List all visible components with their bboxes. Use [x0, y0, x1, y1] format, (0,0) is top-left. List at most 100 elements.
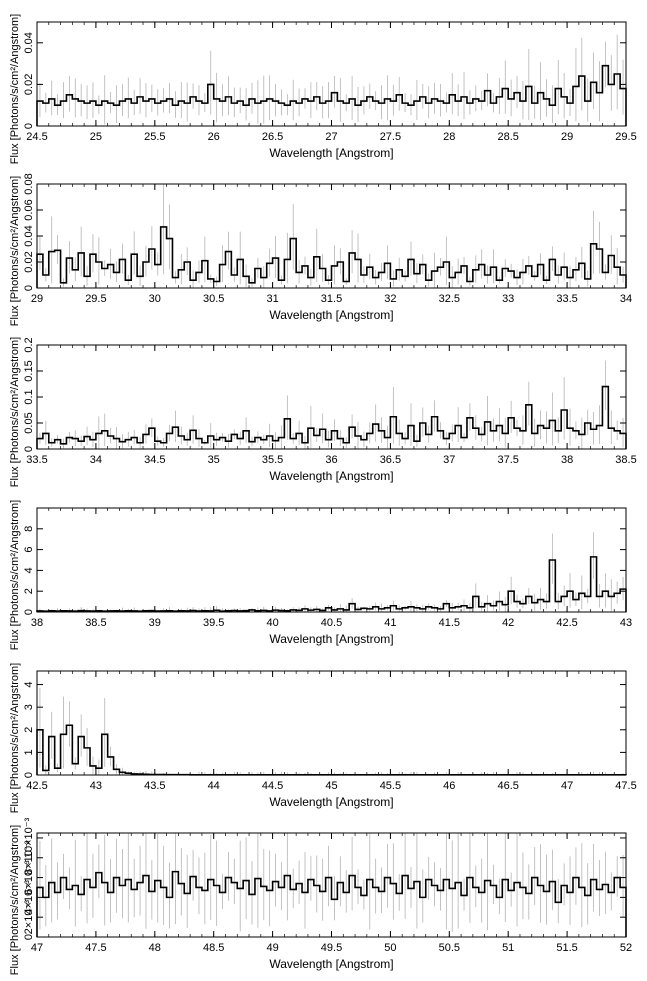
- x-tick-label: 41.5: [439, 617, 460, 629]
- x-axis-label: Wavelength [Angstrom]: [269, 469, 393, 483]
- y-tick-label: 8: [23, 526, 35, 532]
- x-tick-label: 47.5: [615, 780, 636, 792]
- x-tick-label: 52: [620, 942, 632, 954]
- y-axis-label: Flux [Photons/s/cm²/Angstrom]: [9, 500, 21, 650]
- plot-frame: [36, 507, 627, 613]
- y-tick-label: 6×10⁻³: [23, 860, 35, 895]
- x-tick-label: 34: [90, 454, 102, 466]
- x-tick-label: 46: [443, 780, 455, 792]
- bins: [37, 725, 626, 775]
- x-tick-label: 47: [31, 942, 43, 954]
- flux-histogram: [36, 385, 627, 449]
- x-tick-label: 47.5: [85, 942, 106, 954]
- x-tick-label: 49.5: [321, 942, 342, 954]
- y-axis-label: Flux [Photons/s/cm²/Angstrom]: [9, 663, 21, 813]
- plot-frame: [36, 21, 627, 127]
- y-tick-label: 4: [23, 567, 35, 573]
- y-tick-label: 0: [23, 609, 35, 615]
- x-tick-label: 43.5: [144, 780, 165, 792]
- flux-histogram: [36, 556, 627, 612]
- y-axis-label: Flux [Photons/s/cm²/Angstrom]: [9, 825, 21, 975]
- bins: [37, 557, 626, 612]
- y-tick-label: 2: [23, 588, 35, 594]
- x-tick-label: 25.5: [144, 131, 165, 143]
- x-tick-label: 45: [325, 780, 337, 792]
- y-tick-label: 0.06: [23, 199, 35, 220]
- x-tick-label: 33.5: [556, 293, 577, 305]
- x-axis-label: Wavelength [Angstrom]: [269, 308, 393, 322]
- x-tick-label: 36.5: [380, 454, 401, 466]
- y-tick-label: 0: [23, 772, 35, 778]
- y-tick-label: 2: [23, 727, 35, 733]
- x-tick-label: 47: [561, 780, 573, 792]
- x-tick-label: 41: [384, 617, 396, 629]
- x-tick-label: 24.5: [26, 131, 47, 143]
- x-tick-label: 36: [325, 454, 337, 466]
- y-tick-label: 0.02: [23, 74, 35, 95]
- x-tick-label: 30.5: [203, 293, 224, 305]
- x-tick-label: 42: [502, 617, 514, 629]
- x-tick-label: 33: [502, 293, 514, 305]
- x-tick-label: 26.5: [262, 131, 283, 143]
- x-tick-label: 43: [90, 780, 102, 792]
- x-tick-label: 29: [31, 293, 43, 305]
- x-tick-label: 32: [384, 293, 396, 305]
- x-tick-label: 51.5: [556, 942, 577, 954]
- y-tick-label: 0: [23, 123, 35, 129]
- x-tick-label: 30: [149, 293, 161, 305]
- x-tick-label: 50.5: [439, 942, 460, 954]
- x-tick-label: 29.5: [85, 293, 106, 305]
- x-tick-label: 37: [443, 454, 455, 466]
- x-tick-label: 48.5: [203, 942, 224, 954]
- x-tick-label: 39.5: [203, 617, 224, 629]
- chart-panel-6: 47 47.5 48 48.5 49 49.5 50 50.5 51 51.5 52 02×10⁻³4…: [9, 817, 632, 975]
- y-tick-label: 0: [23, 446, 35, 452]
- y-tick-label: 0.08: [23, 173, 35, 194]
- x-tick-label: 43: [620, 617, 632, 629]
- x-tick-label: 48: [149, 942, 161, 954]
- chart-panel-3: 33.5 34 34.5 35 35.5 36 36.5 37 37.5 38 38.5 0 0.05 0…: [9, 337, 637, 487]
- chart-panel-2: 29 29.5 30 30.5 31 31.5 32 32.5 33 33.5 34 0 0.02 0.0…: [9, 173, 632, 326]
- x-tick-label: 26: [208, 131, 220, 143]
- x-tick-label: 27.5: [380, 131, 401, 143]
- x-tick-label: 35: [208, 454, 220, 466]
- y-tick-label: 0.2: [23, 337, 35, 352]
- x-tick-label: 35.5: [262, 454, 283, 466]
- y-axis-label: Flux [Photons/s/cm²/Angstrom]: [9, 176, 21, 326]
- x-tick-label: 34: [620, 293, 632, 305]
- x-tick-label: 46.5: [497, 780, 518, 792]
- x-tick-label: 49: [266, 942, 278, 954]
- x-tick-label: 38.5: [85, 617, 106, 629]
- x-tick-label: 32.5: [439, 293, 460, 305]
- x-tick-label: 31.5: [321, 293, 342, 305]
- x-axis-label: Wavelength [Angstrom]: [269, 957, 393, 971]
- x-tick-label: 29.5: [615, 131, 636, 143]
- x-tick-label: 38: [561, 454, 573, 466]
- x-tick-label: 29: [561, 131, 573, 143]
- y-axis-label: Flux [Photons/s/cm²/Angstrom]: [9, 337, 21, 487]
- y-tick-label: 3: [23, 704, 35, 710]
- x-tick-label: 37.5: [497, 454, 518, 466]
- x-tick-label: 33.5: [26, 454, 47, 466]
- y-tick-label: 10×10⁻³: [23, 817, 35, 858]
- y-tick-label: 0: [23, 934, 35, 940]
- y-tick-label: 0.1: [23, 389, 35, 404]
- y-tick-label: 1: [23, 749, 35, 755]
- error-bars: [39, 34, 624, 125]
- x-tick-label: 38: [31, 617, 43, 629]
- x-axis-label: Wavelength [Angstrom]: [269, 632, 393, 646]
- x-tick-label: 40: [266, 617, 278, 629]
- y-tick-label: 0.15: [23, 360, 35, 381]
- y-tick-label: 4×10⁻³: [23, 880, 35, 915]
- x-tick-label: 40.5: [321, 617, 342, 629]
- y-tick-label: 2×10⁻³: [23, 900, 35, 935]
- x-tick-label: 42.5: [26, 780, 47, 792]
- error-bars: [39, 687, 624, 775]
- y-tick-label: 0.02: [23, 251, 35, 272]
- x-tick-label: 50: [384, 942, 396, 954]
- x-tick-label: 28: [443, 131, 455, 143]
- y-tick-label: 8×10⁻³: [23, 840, 35, 875]
- x-axis-label: Wavelength [Angstrom]: [269, 146, 393, 160]
- flux-histogram: [36, 870, 627, 937]
- x-tick-label: 44: [208, 780, 220, 792]
